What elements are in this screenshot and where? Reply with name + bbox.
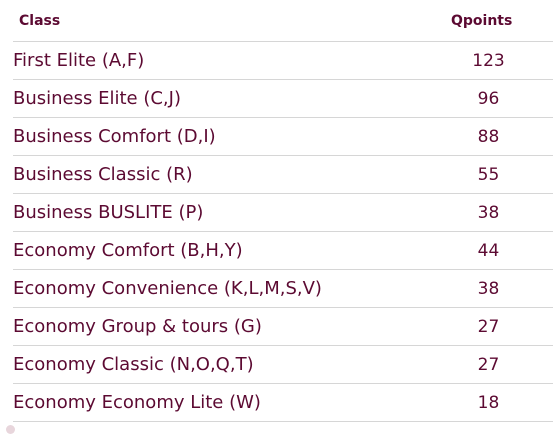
row-qpoints: 88	[477, 126, 500, 147]
row-class: Economy Economy Lite (W)	[13, 392, 261, 413]
row-qpoints: 96	[477, 88, 500, 109]
row-qpoints: 27	[477, 354, 500, 375]
row-class: Economy Convenience (K,L,M,S,V)	[13, 278, 322, 299]
qpoints-table: Class Qpoints First Elite (A,F) 123 Busi…	[13, 0, 553, 422]
row-qpoints: 38	[477, 278, 500, 299]
table-row: Economy Comfort (B,H,Y) 44	[13, 232, 553, 270]
row-class: Economy Classic (N,O,Q,T)	[13, 354, 254, 375]
decorative-dot-icon	[6, 425, 15, 434]
row-class: Economy Comfort (B,H,Y)	[13, 240, 243, 261]
row-class: Business Elite (C,J)	[13, 88, 181, 109]
table-row: Economy Classic (N,O,Q,T) 27	[13, 346, 553, 384]
table-row: Economy Economy Lite (W) 18	[13, 384, 553, 422]
header-class: Class	[19, 12, 61, 29]
row-class: Business Comfort (D,I)	[13, 126, 216, 147]
table-row: Business Classic (R) 55	[13, 156, 553, 194]
table-row: Business Elite (C,J) 96	[13, 80, 553, 118]
row-qpoints: 44	[477, 240, 500, 261]
row-class: Business BUSLITE (P)	[13, 202, 204, 223]
table-row: Business Comfort (D,I) 88	[13, 118, 553, 156]
table-row: First Elite (A,F) 123	[13, 42, 553, 80]
row-qpoints: 18	[477, 392, 500, 413]
row-class: Economy Group & tours (G)	[13, 316, 262, 337]
row-class: First Elite (A,F)	[13, 50, 145, 71]
row-qpoints: 27	[477, 316, 500, 337]
row-qpoints: 55	[477, 164, 500, 185]
table-header: Class Qpoints	[13, 0, 553, 42]
header-qpoints: Qpoints	[451, 12, 513, 29]
table-row: Economy Convenience (K,L,M,S,V) 38	[13, 270, 553, 308]
row-qpoints: 38	[477, 202, 500, 223]
table-row: Economy Group & tours (G) 27	[13, 308, 553, 346]
row-class: Business Classic (R)	[13, 164, 193, 185]
row-qpoints: 123	[472, 50, 505, 71]
table-row: Business BUSLITE (P) 38	[13, 194, 553, 232]
